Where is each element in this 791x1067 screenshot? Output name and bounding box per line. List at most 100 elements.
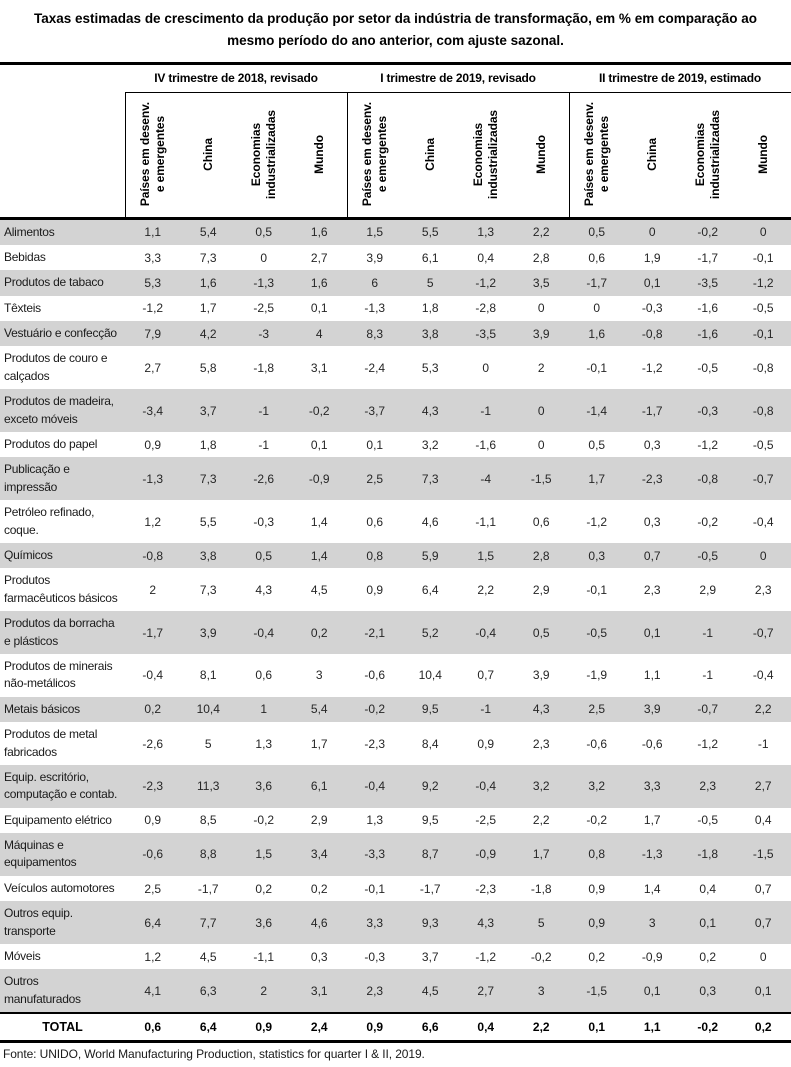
value-cell: 1,8 [181, 432, 237, 457]
value-cell: -1,7 [680, 245, 736, 270]
value-cell: -0,1 [569, 346, 625, 389]
value-cell: 0,2 [125, 697, 181, 722]
value-cell: 2,7 [736, 765, 791, 808]
value-cell: 3 [514, 969, 570, 1013]
value-cell: 2,7 [292, 245, 348, 270]
value-cell: 0,1 [625, 611, 681, 654]
value-cell: 4,3 [236, 568, 292, 611]
value-cell: 4,3 [403, 389, 459, 432]
value-cell: 1,5 [347, 218, 403, 245]
value-cell: 7,3 [403, 457, 459, 500]
source-note: Fonte: UNIDO, World Manufacturing Produc… [0, 1043, 791, 1067]
value-cell: -1,5 [569, 969, 625, 1013]
sector-label: Publicação e impressão [0, 457, 125, 500]
total-value-cell: 2,2 [514, 1013, 570, 1042]
value-cell: 4,5 [292, 568, 348, 611]
column-header-vertical-label: Países em desenv. e emergentes [582, 102, 612, 206]
value-cell: 2,7 [125, 346, 181, 389]
value-cell: 5,5 [181, 500, 237, 543]
value-cell: 0,5 [236, 218, 292, 245]
value-cell: -0,3 [236, 500, 292, 543]
column-header-cell: Mundo [292, 92, 348, 218]
value-cell: -0,9 [458, 833, 514, 876]
column-header-vertical-label: Economias industrializadas [249, 110, 279, 199]
value-cell: 1,3 [458, 218, 514, 245]
value-cell: 2,5 [347, 457, 403, 500]
column-header-cell: Economias industrializadas [236, 92, 292, 218]
value-cell: 0,2 [292, 611, 348, 654]
value-cell: -0,2 [569, 808, 625, 833]
value-cell: 6,3 [181, 969, 237, 1013]
value-cell: 0,1 [292, 296, 348, 321]
value-cell: 0,5 [569, 432, 625, 457]
sector-label: Equip. escritório, computação e contab. [0, 765, 125, 808]
value-cell: -1,2 [458, 270, 514, 295]
value-cell: 1,8 [403, 296, 459, 321]
total-value-cell: 2,4 [292, 1013, 348, 1042]
value-cell: 0,2 [569, 944, 625, 969]
value-cell: 0,3 [625, 432, 681, 457]
sector-label: Produtos da borracha e plásticos [0, 611, 125, 654]
value-cell: 1,7 [625, 808, 681, 833]
sector-label: Produtos de couro e calçados [0, 346, 125, 389]
value-cell: 0 [625, 218, 681, 245]
sector-label: Veículos automotores [0, 876, 125, 901]
value-cell: 0,4 [458, 245, 514, 270]
sector-label: Móveis [0, 944, 125, 969]
value-cell: 0 [514, 432, 570, 457]
value-cell: 0,9 [347, 568, 403, 611]
value-cell: 0 [736, 944, 791, 969]
value-cell: 11,3 [181, 765, 237, 808]
column-header-cell: China [625, 92, 681, 218]
value-cell: 0,9 [569, 876, 625, 901]
value-cell: 0,1 [625, 969, 681, 1013]
value-cell: 3,7 [181, 389, 237, 432]
value-cell: 4 [292, 321, 348, 346]
value-cell: 8,1 [181, 654, 237, 697]
value-cell: 6 [347, 270, 403, 295]
value-cell: 0,9 [125, 432, 181, 457]
value-cell: -1,8 [236, 346, 292, 389]
value-cell: -0,6 [125, 833, 181, 876]
value-cell: 1,7 [514, 833, 570, 876]
value-cell: -1 [680, 654, 736, 697]
column-header-vertical-label: China [423, 138, 438, 171]
value-cell: -0,6 [569, 722, 625, 765]
value-cell: 1,6 [292, 270, 348, 295]
value-cell: -0,2 [680, 500, 736, 543]
value-cell: -0,4 [458, 611, 514, 654]
value-cell: -1,7 [403, 876, 459, 901]
value-cell: 5,3 [403, 346, 459, 389]
sector-label: Produtos do papel [0, 432, 125, 457]
table-title: Taxas estimadas de crescimento da produç… [15, 0, 777, 62]
value-cell: -1,3 [625, 833, 681, 876]
value-cell: 0,2 [680, 944, 736, 969]
sector-label: Alimentos [0, 218, 125, 245]
value-cell: -0,2 [236, 808, 292, 833]
value-cell: 1,6 [569, 321, 625, 346]
value-cell: 10,4 [181, 697, 237, 722]
value-cell: -0,4 [736, 654, 791, 697]
value-cell: 0,5 [514, 611, 570, 654]
column-header-cell: China [403, 92, 459, 218]
value-cell: 3,1 [292, 969, 348, 1013]
value-cell: -2,8 [458, 296, 514, 321]
value-cell: -1,1 [458, 500, 514, 543]
value-cell: -0,8 [680, 457, 736, 500]
column-header-cell: Economias industrializadas [680, 92, 736, 218]
sector-label: Vestuário e confecção [0, 321, 125, 346]
value-cell: -1,2 [569, 500, 625, 543]
value-cell: -0,5 [736, 432, 791, 457]
value-cell: -0,9 [625, 944, 681, 969]
value-cell: 1,2 [125, 500, 181, 543]
value-cell: 2,9 [680, 568, 736, 611]
value-cell: -0,2 [514, 944, 570, 969]
